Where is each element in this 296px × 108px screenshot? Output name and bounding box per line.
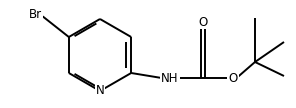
Text: N: N — [96, 84, 104, 98]
Text: NH: NH — [161, 71, 179, 84]
Text: Br: Br — [28, 7, 41, 21]
Text: O: O — [198, 16, 207, 29]
Text: O: O — [229, 71, 238, 84]
